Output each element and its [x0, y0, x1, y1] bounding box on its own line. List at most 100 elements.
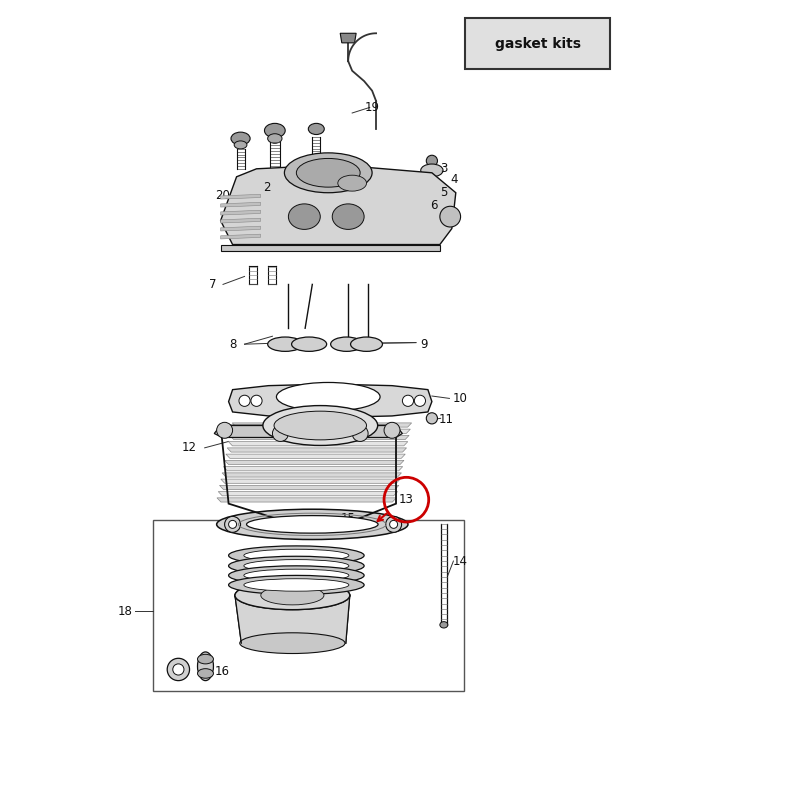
Ellipse shape [246, 515, 378, 533]
Polygon shape [221, 194, 261, 199]
Polygon shape [227, 448, 406, 452]
Ellipse shape [229, 575, 364, 594]
Text: 19: 19 [365, 101, 379, 114]
Polygon shape [214, 426, 402, 438]
Polygon shape [229, 442, 408, 446]
Ellipse shape [277, 382, 380, 411]
Circle shape [414, 395, 426, 406]
Ellipse shape [229, 546, 364, 565]
Polygon shape [231, 429, 410, 434]
Ellipse shape [235, 581, 350, 610]
Ellipse shape [296, 158, 360, 187]
Text: 12: 12 [182, 442, 196, 454]
Ellipse shape [198, 669, 214, 678]
Circle shape [384, 422, 400, 438]
Ellipse shape [268, 337, 302, 351]
Polygon shape [221, 226, 261, 231]
Text: 13: 13 [399, 493, 414, 506]
Ellipse shape [198, 654, 214, 664]
Circle shape [386, 516, 402, 532]
Text: 20: 20 [215, 189, 230, 202]
Circle shape [167, 658, 190, 681]
Circle shape [251, 395, 262, 406]
Circle shape [217, 422, 233, 438]
Ellipse shape [330, 337, 362, 351]
Polygon shape [217, 498, 396, 502]
Ellipse shape [288, 204, 320, 230]
Ellipse shape [229, 566, 364, 585]
Circle shape [173, 664, 184, 675]
Ellipse shape [244, 578, 349, 591]
Ellipse shape [338, 175, 366, 191]
Text: 16: 16 [214, 665, 230, 678]
Polygon shape [225, 460, 404, 465]
Text: 10: 10 [452, 392, 467, 405]
Ellipse shape [285, 153, 372, 193]
Text: 15: 15 [341, 512, 356, 526]
Polygon shape [221, 234, 261, 239]
Polygon shape [221, 165, 456, 245]
Text: 9: 9 [420, 338, 428, 350]
Circle shape [239, 395, 250, 406]
Ellipse shape [240, 633, 345, 654]
Ellipse shape [274, 411, 366, 440]
Ellipse shape [265, 123, 286, 138]
Circle shape [426, 155, 438, 166]
Circle shape [273, 426, 288, 442]
Ellipse shape [440, 622, 448, 628]
Polygon shape [221, 202, 261, 207]
Ellipse shape [440, 206, 461, 227]
Polygon shape [223, 466, 402, 471]
Ellipse shape [229, 556, 364, 575]
Polygon shape [218, 491, 398, 496]
Ellipse shape [291, 337, 326, 351]
Ellipse shape [308, 123, 324, 134]
Polygon shape [221, 479, 400, 483]
Text: 2: 2 [263, 182, 270, 194]
Text: 11: 11 [438, 413, 454, 426]
FancyBboxPatch shape [466, 18, 610, 69]
Text: 5: 5 [440, 186, 447, 199]
Ellipse shape [263, 406, 378, 446]
Polygon shape [221, 218, 261, 223]
Polygon shape [235, 595, 350, 643]
Polygon shape [219, 486, 399, 490]
Ellipse shape [350, 337, 382, 351]
Circle shape [402, 395, 414, 406]
Ellipse shape [231, 132, 250, 145]
Ellipse shape [244, 569, 349, 582]
Ellipse shape [421, 164, 443, 177]
Text: gasket kits: gasket kits [494, 37, 581, 50]
Text: 17: 17 [176, 666, 190, 679]
Polygon shape [232, 423, 412, 427]
Text: 6: 6 [430, 199, 438, 212]
Circle shape [352, 426, 368, 442]
Circle shape [390, 520, 398, 528]
Polygon shape [229, 384, 432, 418]
Ellipse shape [261, 586, 324, 605]
Ellipse shape [268, 134, 282, 143]
Ellipse shape [332, 204, 364, 230]
Circle shape [225, 516, 241, 532]
Ellipse shape [235, 581, 350, 610]
Ellipse shape [234, 141, 247, 149]
Ellipse shape [244, 560, 349, 572]
Polygon shape [222, 473, 402, 477]
Polygon shape [221, 210, 261, 215]
Ellipse shape [409, 195, 434, 206]
Circle shape [426, 413, 438, 424]
Polygon shape [230, 435, 409, 439]
Text: 7: 7 [209, 278, 217, 291]
Ellipse shape [198, 652, 214, 681]
Circle shape [229, 520, 237, 528]
Text: 1: 1 [323, 166, 330, 179]
Text: 4: 4 [450, 174, 458, 186]
Text: 3: 3 [440, 162, 447, 175]
Polygon shape [221, 245, 440, 251]
Polygon shape [226, 454, 406, 458]
Polygon shape [340, 34, 356, 43]
Text: 8: 8 [229, 338, 236, 350]
Ellipse shape [244, 550, 349, 562]
Text: 18: 18 [118, 605, 132, 618]
Ellipse shape [217, 510, 408, 539]
